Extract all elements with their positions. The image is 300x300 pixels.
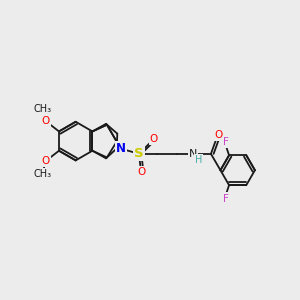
Text: O: O: [41, 156, 50, 166]
Text: N: N: [116, 142, 126, 155]
Text: O: O: [150, 134, 158, 144]
Text: O: O: [41, 116, 50, 126]
Text: N: N: [189, 149, 197, 159]
Text: H: H: [195, 155, 202, 165]
Text: O: O: [138, 167, 146, 177]
Text: CH₃: CH₃: [34, 103, 52, 113]
Text: CH₃: CH₃: [34, 169, 52, 178]
Text: O: O: [214, 130, 223, 140]
Text: S: S: [134, 147, 144, 161]
Text: F: F: [223, 137, 229, 147]
Text: F: F: [223, 194, 229, 203]
